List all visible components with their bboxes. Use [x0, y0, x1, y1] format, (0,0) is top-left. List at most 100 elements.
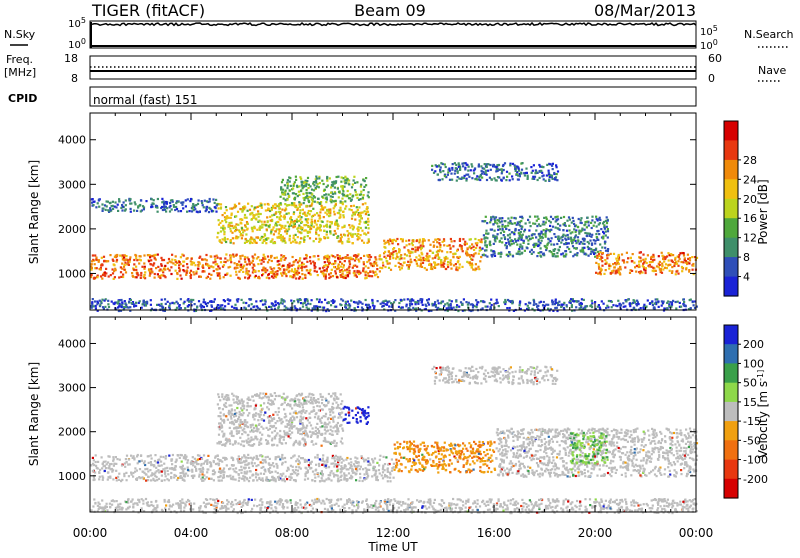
power-cell [92, 204, 94, 206]
power-cell [606, 226, 608, 228]
power-cell [422, 262, 424, 264]
velocity-cell [112, 478, 114, 480]
power-cell [385, 300, 387, 302]
power-cell [506, 307, 508, 309]
velocity-cell [251, 462, 253, 464]
power-cell [599, 271, 601, 273]
power-cell [404, 253, 406, 255]
power-cell [552, 163, 554, 165]
velocity-cell [289, 479, 291, 481]
power-cell [244, 277, 246, 279]
power-cell [458, 162, 460, 164]
power-cell [260, 237, 262, 239]
power-cell [303, 181, 305, 183]
power-cell [357, 233, 359, 235]
power-cell [451, 300, 453, 302]
power-cell [194, 208, 196, 210]
power-cell [283, 268, 285, 270]
power-cell [345, 257, 347, 259]
power-cell [325, 197, 327, 199]
power-cell [283, 255, 285, 257]
velocity-cell [359, 468, 361, 470]
power-cell [190, 198, 192, 200]
power-cell [338, 263, 340, 265]
power-cell [595, 272, 597, 274]
velocity-cell [192, 456, 194, 458]
power-cell [444, 175, 446, 177]
power-cell [224, 305, 226, 307]
power-cell [683, 254, 685, 256]
power-cell [285, 257, 287, 259]
power-cell [180, 210, 182, 212]
power-cell [543, 178, 545, 180]
power-cell [682, 261, 684, 263]
power-cell [175, 206, 177, 208]
power-cell [246, 217, 248, 219]
power-cell [389, 256, 391, 258]
velocity-cell [123, 475, 125, 477]
power-cell [242, 255, 244, 257]
power-cell [408, 268, 410, 270]
power-cell [280, 254, 282, 256]
velocity-cell [246, 471, 248, 473]
power-cell [223, 231, 225, 233]
power-cell [429, 256, 431, 258]
power-cell [240, 222, 242, 224]
power-cell [241, 227, 243, 229]
power-cell [165, 303, 167, 305]
power-cell [277, 302, 279, 304]
power-cell [447, 261, 449, 263]
velocity-cell [150, 461, 152, 463]
velocity-cell [346, 478, 348, 480]
velocity-cell [249, 470, 251, 472]
power-cell [135, 302, 137, 304]
power-cell [244, 242, 246, 244]
velocity-cell [154, 454, 156, 456]
velocity-cell [250, 457, 252, 459]
power-cell [548, 242, 550, 244]
power-cell [298, 220, 300, 222]
power-cell [341, 176, 343, 178]
power-cell [500, 232, 502, 234]
velocity-cell [357, 461, 359, 463]
power-cell [539, 177, 541, 179]
power-cell [578, 233, 580, 235]
power-cell [662, 258, 664, 260]
power-cell [517, 251, 519, 253]
velocity-cell [393, 477, 395, 479]
power-cell [206, 305, 208, 307]
power-cell [296, 273, 298, 275]
velocity-cell [248, 462, 250, 464]
velocity-cell [154, 472, 156, 474]
power-cell [113, 270, 115, 272]
power-cell [557, 249, 559, 251]
velocity-cell [381, 474, 383, 476]
velocity-cell [281, 454, 283, 456]
velocity-cell [275, 480, 277, 482]
power-cell [357, 303, 359, 305]
power-cell [192, 207, 194, 209]
velocity-cell [109, 463, 111, 465]
power-cell [438, 165, 440, 167]
power-cell [272, 304, 274, 306]
velocity-cell [230, 477, 232, 479]
power-cell [530, 225, 532, 227]
power-cell [541, 232, 543, 234]
power-cell [440, 166, 442, 168]
power-cell [316, 224, 318, 226]
power-cell [367, 267, 369, 269]
power-cell [208, 207, 210, 209]
power-cell [94, 263, 96, 265]
power-cell [603, 221, 605, 223]
velocity-cell [165, 457, 167, 459]
power-cell [360, 234, 362, 236]
power-colorbar-tick-label: 28 [743, 154, 757, 167]
power-cell [176, 208, 178, 210]
power-cell [317, 220, 319, 222]
power-cell [603, 232, 605, 234]
power-cell [382, 264, 384, 266]
velocity-cell [235, 479, 237, 481]
power-cell [347, 257, 349, 259]
velocity-cell [240, 459, 242, 461]
power-cell [337, 227, 339, 229]
